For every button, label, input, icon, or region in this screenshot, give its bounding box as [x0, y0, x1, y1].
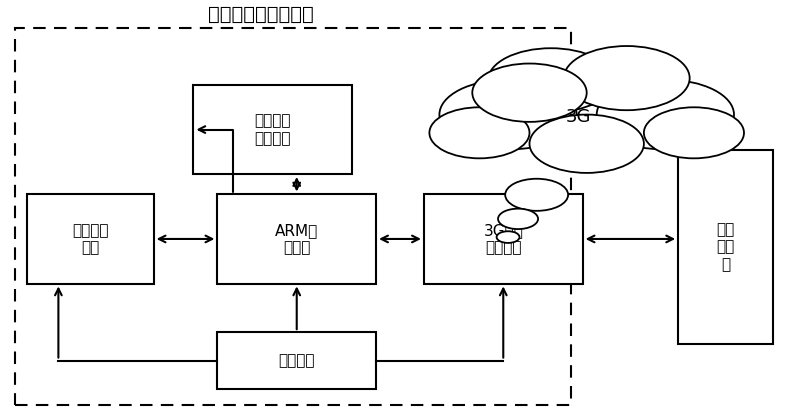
Circle shape — [564, 46, 690, 110]
Text: 气象要素
采集模块: 气象要素 采集模块 — [254, 113, 291, 146]
Bar — [218, 332, 376, 389]
Circle shape — [472, 63, 586, 122]
Text: 电源模块: 电源模块 — [278, 353, 315, 368]
Circle shape — [430, 107, 530, 158]
Circle shape — [488, 48, 614, 113]
Text: 3G无线
通信模块: 3G无线 通信模块 — [483, 223, 523, 255]
Bar — [218, 194, 376, 284]
Bar — [194, 85, 352, 174]
Circle shape — [530, 115, 644, 173]
Text: 图像采集
模块: 图像采集 模块 — [72, 223, 109, 255]
Text: 数据采集与传输终端: 数据采集与传输终端 — [208, 5, 314, 24]
Circle shape — [439, 79, 577, 150]
Circle shape — [505, 179, 568, 211]
Bar — [14, 28, 571, 405]
Bar — [678, 150, 774, 344]
Bar — [424, 194, 582, 284]
Text: ARM控
制模块: ARM控 制模块 — [275, 223, 318, 255]
Circle shape — [498, 209, 538, 229]
Circle shape — [597, 79, 734, 150]
Bar — [26, 194, 154, 284]
Text: 远程
服务
器: 远程 服务 器 — [717, 222, 735, 272]
Circle shape — [644, 107, 744, 158]
Circle shape — [504, 68, 670, 153]
Circle shape — [497, 231, 519, 243]
Text: 3G: 3G — [566, 108, 591, 126]
